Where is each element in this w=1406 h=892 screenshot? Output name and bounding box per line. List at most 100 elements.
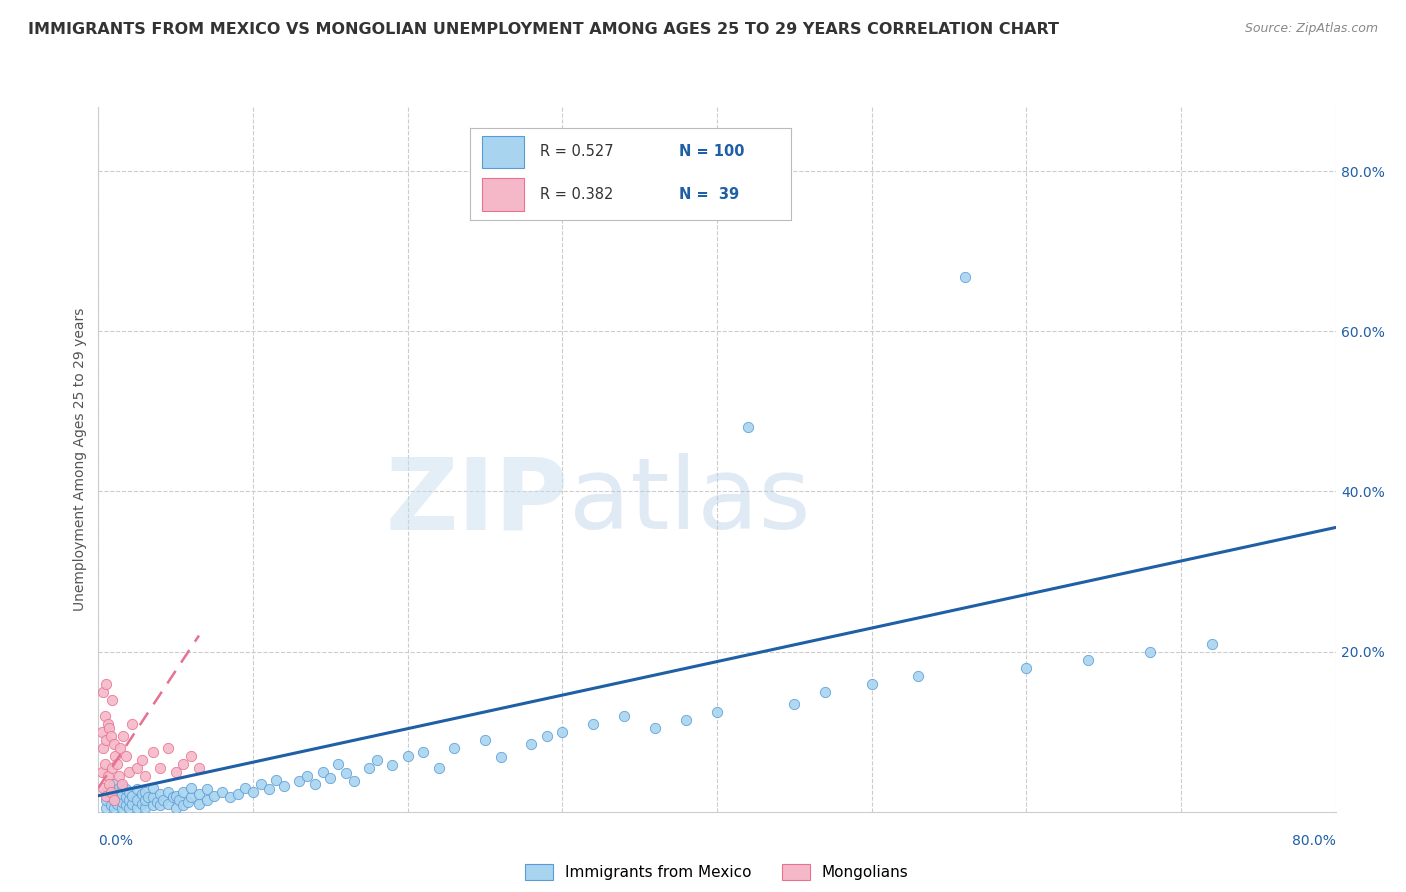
Point xyxy=(162,790,184,805)
Point xyxy=(195,793,218,807)
Point xyxy=(165,764,187,779)
Point xyxy=(335,766,357,780)
Point xyxy=(100,798,122,813)
Point xyxy=(157,785,180,799)
Point xyxy=(149,787,172,801)
Point xyxy=(177,795,200,809)
Point xyxy=(100,729,122,743)
Point xyxy=(105,797,128,811)
Point xyxy=(131,787,153,801)
Point xyxy=(180,790,202,805)
Point xyxy=(108,740,131,755)
Point xyxy=(211,785,233,799)
Point xyxy=(127,801,149,815)
Point xyxy=(149,761,172,775)
Point xyxy=(127,793,149,807)
Point xyxy=(103,793,125,807)
Point xyxy=(118,785,141,799)
Point xyxy=(142,798,165,813)
Point xyxy=(613,708,636,723)
Point xyxy=(146,795,169,809)
Point xyxy=(266,772,288,787)
Point xyxy=(860,676,883,690)
Point xyxy=(173,785,195,799)
Point xyxy=(111,795,134,809)
Point xyxy=(107,780,129,795)
Point xyxy=(1015,660,1038,674)
Point xyxy=(100,785,122,799)
Point xyxy=(226,787,249,801)
Point xyxy=(96,732,118,747)
Point xyxy=(103,785,125,799)
Point xyxy=(288,774,311,789)
Point xyxy=(396,748,419,763)
Point xyxy=(235,780,257,795)
Point xyxy=(165,801,187,815)
Point xyxy=(953,269,976,284)
Point xyxy=(412,745,434,759)
Point xyxy=(443,740,465,755)
Point xyxy=(134,785,156,799)
Point xyxy=(111,787,134,801)
Point xyxy=(142,790,165,805)
Point xyxy=(173,798,195,813)
Point xyxy=(326,756,350,771)
Point xyxy=(142,780,165,795)
Point xyxy=(167,793,190,807)
Point xyxy=(675,713,697,727)
Point xyxy=(91,740,114,755)
Point xyxy=(93,756,115,771)
Point xyxy=(112,729,135,743)
Point xyxy=(118,793,141,807)
Point xyxy=(118,801,141,815)
Text: 80.0%: 80.0% xyxy=(1292,834,1336,848)
Point xyxy=(536,729,558,743)
Point xyxy=(90,764,112,779)
Point xyxy=(97,716,120,731)
Point xyxy=(204,789,226,803)
Point xyxy=(101,692,124,706)
Point xyxy=(366,753,388,767)
Point xyxy=(297,769,319,783)
Point xyxy=(98,721,121,735)
Point xyxy=(489,750,512,764)
Point xyxy=(357,761,380,775)
Point xyxy=(96,789,118,803)
Point xyxy=(131,753,153,767)
Point xyxy=(96,801,118,815)
Point xyxy=(152,793,174,807)
Y-axis label: Unemployment Among Ages 25 to 29 years: Unemployment Among Ages 25 to 29 years xyxy=(73,308,87,611)
Point xyxy=(188,761,211,775)
Text: 0.0%: 0.0% xyxy=(98,834,134,848)
Point xyxy=(121,797,143,811)
Point xyxy=(319,771,342,785)
Point xyxy=(195,782,218,797)
Point xyxy=(134,801,156,815)
Point xyxy=(343,774,366,789)
Point xyxy=(115,782,138,797)
Point xyxy=(907,668,929,682)
Point xyxy=(103,801,125,815)
Point xyxy=(1077,652,1099,666)
Point xyxy=(142,745,165,759)
Point xyxy=(103,737,125,751)
Point xyxy=(136,790,159,805)
Point xyxy=(107,769,129,783)
Point xyxy=(312,764,335,779)
Point xyxy=(250,777,273,791)
Point xyxy=(134,793,156,807)
Text: IMMIGRANTS FROM MEXICO VS MONGOLIAN UNEMPLOYMENT AMONG AGES 25 TO 29 YEARS CORRE: IMMIGRANTS FROM MEXICO VS MONGOLIAN UNEM… xyxy=(28,22,1059,37)
Point xyxy=(97,769,120,783)
Text: Source: ZipAtlas.com: Source: ZipAtlas.com xyxy=(1244,22,1378,36)
Point xyxy=(105,789,128,803)
Point xyxy=(180,780,202,795)
Point xyxy=(104,748,127,763)
Point xyxy=(98,777,121,791)
Point xyxy=(100,789,122,803)
Point xyxy=(173,756,195,771)
Point xyxy=(127,761,149,775)
Legend: Immigrants from Mexico, Mongolians: Immigrants from Mexico, Mongolians xyxy=(526,864,908,880)
Point xyxy=(257,782,280,797)
Point xyxy=(783,697,806,711)
Point xyxy=(90,724,112,739)
